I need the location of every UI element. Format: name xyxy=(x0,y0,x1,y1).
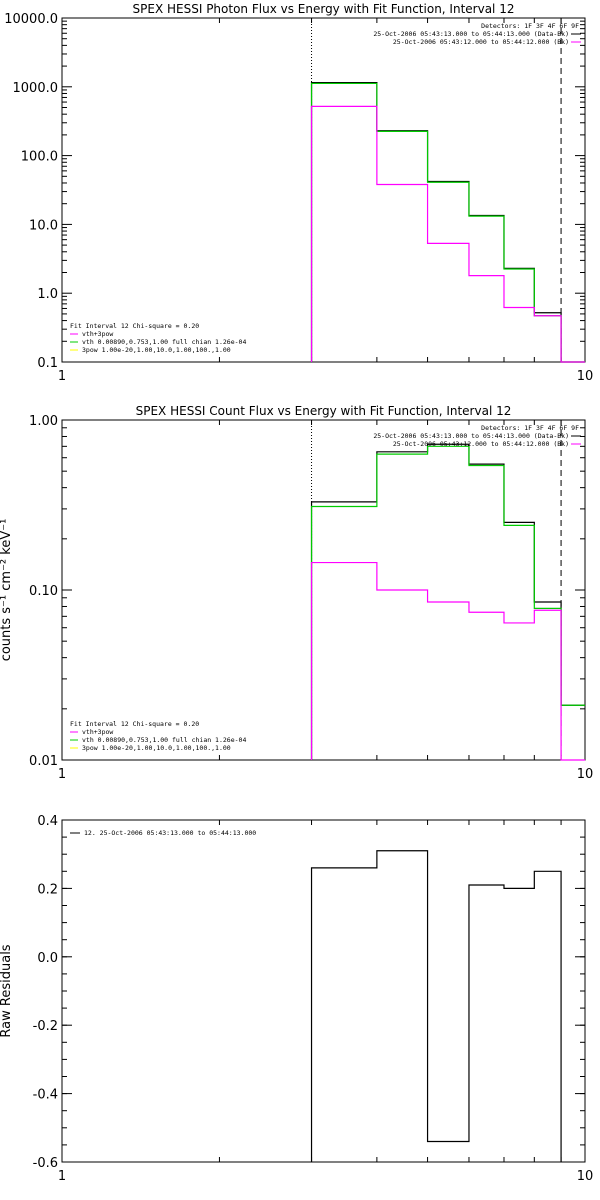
x-tick-label: 10 xyxy=(577,767,594,782)
plot-frame xyxy=(61,419,586,761)
y-tick-label: 10.0 xyxy=(29,218,58,233)
legend-text: vth+3pow xyxy=(82,330,113,338)
series-step-line-model xyxy=(310,850,562,1162)
y-tick-label: 0.1 xyxy=(37,356,58,371)
plot-frame xyxy=(61,17,586,363)
chart-title: SPEX HESSI Photon Flux vs Energy with Fi… xyxy=(133,2,515,16)
x-tick-label: 1 xyxy=(58,767,66,782)
legend-header: Fit Interval 12 Chi-square = 0.20 xyxy=(70,322,199,330)
y-tick-label: 0.0 xyxy=(37,951,58,966)
series-step-line-vth xyxy=(310,82,585,363)
legend-text: 25-Oct-2006 05:43:12.000 to 05:44:12.000… xyxy=(393,440,569,448)
y-tick-label: -0.4 xyxy=(33,1088,58,1103)
x-tick-label: 10 xyxy=(577,1169,594,1184)
y-axis-label: Raw Residuals xyxy=(0,944,14,1037)
legend-text: vth+3pow xyxy=(82,728,113,736)
y-tick-label: 10000.0 xyxy=(4,12,58,27)
y-tick-label: 0.01 xyxy=(29,754,58,769)
x-tick-label: 1 xyxy=(58,369,66,384)
x-tick-label: 10 xyxy=(577,369,594,384)
series-step-line-model xyxy=(310,82,585,363)
y-tick-label: -0.2 xyxy=(33,1019,58,1034)
y-axis-label: counts s⁻¹ cm⁻² keV⁻¹ xyxy=(0,519,14,662)
y-tick-label: 100.0 xyxy=(21,150,58,165)
legend-text: vth 0.00890,0.753,1.00 full chian 1.26e-… xyxy=(82,338,246,346)
chart-title: SPEX HESSI Count Flux vs Energy with Fit… xyxy=(136,404,512,418)
x-tick-label: 1 xyxy=(58,1169,66,1184)
chart-panel-1: SPEX HESSI Photon Flux vs Energy with Fi… xyxy=(4,2,593,384)
series-step-line-vth xyxy=(310,445,585,760)
legend-text: vth 0.00890,0.753,1.00 full chian 1.26e-… xyxy=(82,736,246,744)
legend-text: 25-Oct-2006 05:43:13.000 to 05:44:13.000… xyxy=(373,30,569,38)
legend-text: Detectors: 1F 3F 4F 6F 9F xyxy=(481,424,579,432)
y-tick-label: 0.2 xyxy=(37,882,58,897)
legend-text: 3pow 1.00e-20,1.00,10.0,1.00,100.,1.00 xyxy=(82,744,231,752)
legend-text: 3pow 1.00e-20,1.00,10.0,1.00,100.,1.00 xyxy=(82,346,231,354)
y-tick-label: 1000.0 xyxy=(13,81,59,96)
y-tick-label: -0.6 xyxy=(33,1156,58,1171)
legend-text: 25-Oct-2006 05:43:13.000 to 05:44:13.000… xyxy=(373,432,569,440)
legend-text: 25-Oct-2006 05:43:12.000 to 05:44:12.000… xyxy=(393,38,569,46)
legend-text: 12. 25-Oct-2006 05:43:13.000 to 05:44:13… xyxy=(84,829,256,837)
series-step-line-vth_pow xyxy=(310,105,585,363)
chart-panel-2: SPEX HESSI Count Flux vs Energy with Fit… xyxy=(0,404,593,782)
legend-header: Fit Interval 12 Chi-square = 0.20 xyxy=(70,720,199,728)
y-tick-label: 0.10 xyxy=(29,584,58,599)
y-tick-label: 1.00 xyxy=(29,414,58,429)
y-tick-label: 0.4 xyxy=(37,814,58,829)
plot-frame xyxy=(61,819,586,1163)
series-step-line-vth_pow xyxy=(310,561,585,761)
chart-panel-3: 1 10 -0.6 -0.4 -0.2 0.0 0.2 0.4 Raw Residuals 12.… xyxy=(0,814,593,1184)
y-tick-label: 1.0 xyxy=(37,287,58,302)
legend-text: Detectors: 1F 3F 4F 6F 9F xyxy=(481,22,579,30)
